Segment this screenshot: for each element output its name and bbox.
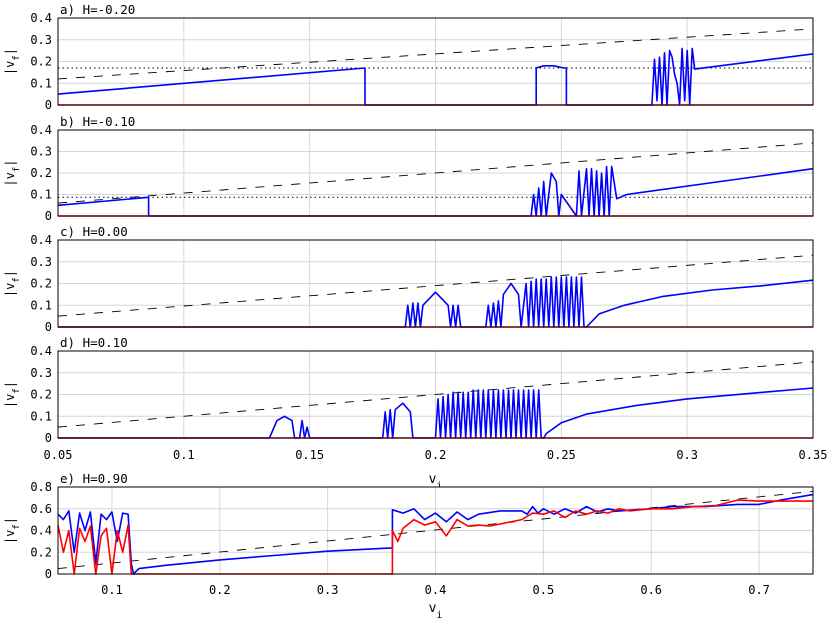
x-tick-label: 0.3 bbox=[317, 583, 339, 597]
y-tick-label: 0.6 bbox=[30, 502, 52, 516]
y-tick-label: 0.2 bbox=[30, 545, 52, 559]
y-tick-label: 0.2 bbox=[30, 166, 52, 180]
y-tick-label: 0.1 bbox=[30, 76, 52, 90]
panel-1: 0 0.1 0.2 0.3 0.4 a) H=-0.20 |vf| bbox=[3, 2, 814, 112]
panel-title: c) H=0.00 bbox=[60, 224, 128, 239]
dashed-reference-line bbox=[57, 490, 814, 570]
series-line-2 bbox=[57, 499, 813, 575]
y-tick-label: 0.4 bbox=[30, 11, 52, 25]
x-tick-label: 0.15 bbox=[295, 448, 324, 462]
y-tick-label: 0.3 bbox=[30, 33, 52, 47]
series-line-1 bbox=[58, 276, 814, 328]
y-tick-label: 0.8 bbox=[30, 480, 52, 494]
x-tick-label: 0.2 bbox=[425, 448, 447, 462]
y-tick-label: 0.4 bbox=[30, 524, 52, 538]
plot-border bbox=[57, 350, 814, 439]
panel-2: 0 0.1 0.2 0.3 0.4 b) H=-0.10 |vf| bbox=[3, 114, 814, 223]
panel-title: e) H=0.90 bbox=[60, 471, 128, 486]
dashed-reference-line bbox=[57, 142, 814, 204]
x-tick-label: 0.5 bbox=[533, 583, 555, 597]
panel-5: 0 0.2 0.4 0.6 0.8 0.1 0.2 0.3 0.4 0.5 0.6 0.7 e) H=0… bbox=[3, 471, 814, 621]
y-tick-label: 0.1 bbox=[30, 298, 52, 312]
y-tick-label: 0.4 bbox=[30, 344, 52, 358]
y-tick-label: 0.3 bbox=[30, 145, 52, 159]
y-axis-label: |vf| bbox=[3, 270, 22, 297]
panel-title: b) H=-0.10 bbox=[60, 114, 135, 129]
y-axis-label: |vf| bbox=[3, 48, 22, 75]
dashed-reference-line bbox=[57, 361, 814, 428]
panel-title: a) H=-0.20 bbox=[60, 2, 135, 17]
y-tick-label: 0 bbox=[45, 431, 52, 445]
x-tick-label: 0.6 bbox=[640, 583, 662, 597]
y-axis-label: |vf| bbox=[3, 517, 22, 544]
plot-border bbox=[57, 129, 814, 217]
y-tick-label: 0.4 bbox=[30, 233, 52, 247]
x-tick-label: 0.1 bbox=[101, 583, 123, 597]
y-tick-label: 0 bbox=[45, 98, 52, 112]
y-tick-label: 0 bbox=[45, 320, 52, 334]
panel-title: d) H=0.10 bbox=[60, 335, 128, 350]
y-axis-label: |vf| bbox=[3, 159, 22, 186]
x-tick-label: 0.2 bbox=[209, 583, 231, 597]
x-tick-label: 0.1 bbox=[173, 448, 195, 462]
x-axis-label: vi bbox=[429, 601, 443, 621]
y-tick-label: 0 bbox=[45, 567, 52, 581]
x-tick-label: 0.4 bbox=[425, 583, 447, 597]
x-tick-label: 0.3 bbox=[676, 448, 698, 462]
y-tick-label: 0 bbox=[45, 209, 52, 223]
plot-border bbox=[57, 17, 814, 106]
plot-border bbox=[57, 239, 814, 328]
plot-border bbox=[57, 486, 814, 575]
dashed-reference-line bbox=[57, 28, 814, 80]
panel-3: 0 0.1 0.2 0.3 0.4 c) H=0.00 |vf| bbox=[3, 224, 814, 334]
x-tick-label: 0.35 bbox=[799, 448, 828, 462]
y-tick-label: 0.3 bbox=[30, 366, 52, 380]
panel-4: 0 0.1 0.2 0.3 0.4 0.05 0.1 0.15 0.2 0.25 0.3 0.35 d)… bbox=[3, 335, 827, 492]
y-tick-label: 0.3 bbox=[30, 255, 52, 269]
y-tick-label: 0.1 bbox=[30, 409, 52, 423]
x-tick-label: 0.05 bbox=[44, 448, 73, 462]
y-tick-label: 0.2 bbox=[30, 55, 52, 69]
x-tick-label: 0.25 bbox=[547, 448, 576, 462]
x-axis-label: vi bbox=[429, 472, 443, 492]
y-tick-label: 0.1 bbox=[30, 188, 52, 202]
y-tick-label: 0.4 bbox=[30, 123, 52, 137]
y-tick-label: 0.2 bbox=[30, 388, 52, 402]
x-tick-label: 0.7 bbox=[748, 583, 770, 597]
dashed-reference-line bbox=[57, 254, 814, 317]
series-line-1 bbox=[57, 493, 814, 575]
y-axis-label: |vf| bbox=[3, 381, 22, 408]
y-tick-label: 0.2 bbox=[30, 277, 52, 291]
